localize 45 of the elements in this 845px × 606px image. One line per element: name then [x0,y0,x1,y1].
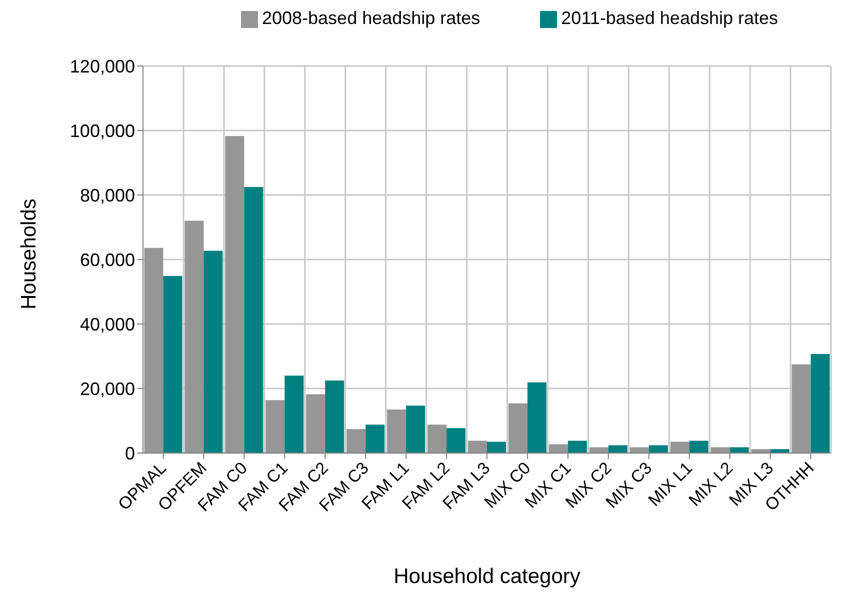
bar [486,442,506,453]
bar [548,444,568,453]
bar [406,406,426,453]
bar [710,447,730,453]
bar [266,400,285,453]
bar [163,276,182,453]
bar [730,447,749,453]
bar [184,220,204,453]
bar [589,447,608,453]
bar [751,449,770,453]
bar [284,376,304,453]
bar [568,440,587,453]
bar [446,428,466,453]
legend-label: 2011-based headship rates [561,8,778,28]
bar [770,449,790,453]
y-tick-label: 0 [124,443,135,464]
bar [527,382,546,453]
bar [204,250,223,453]
bar [366,424,385,453]
bar [346,429,366,453]
y-tick-label: 40,000 [80,314,135,334]
bar [810,354,830,453]
y-tick-label: 80,000 [80,185,135,206]
bar [387,409,406,453]
bar [670,442,690,453]
bar [225,136,244,453]
bar [325,380,344,453]
bar [608,445,628,453]
bar [689,440,708,453]
y-tick-label: 100,000 [70,120,135,141]
bar [648,445,668,453]
bar [792,364,811,453]
y-tick-label: 120,000 [70,56,135,76]
x-axis-title: Household category [394,565,581,588]
bar [244,186,264,453]
bar [144,248,164,453]
legend-label: 2008-based headship rates [262,8,480,28]
y-tick-label: 20,000 [80,378,135,399]
bar [306,394,326,453]
bar [468,440,487,453]
bar [508,403,528,453]
bar [428,424,447,453]
y-axis-title: Households [17,198,40,310]
y-tick-label: 60,000 [80,250,135,270]
bar [630,447,649,453]
